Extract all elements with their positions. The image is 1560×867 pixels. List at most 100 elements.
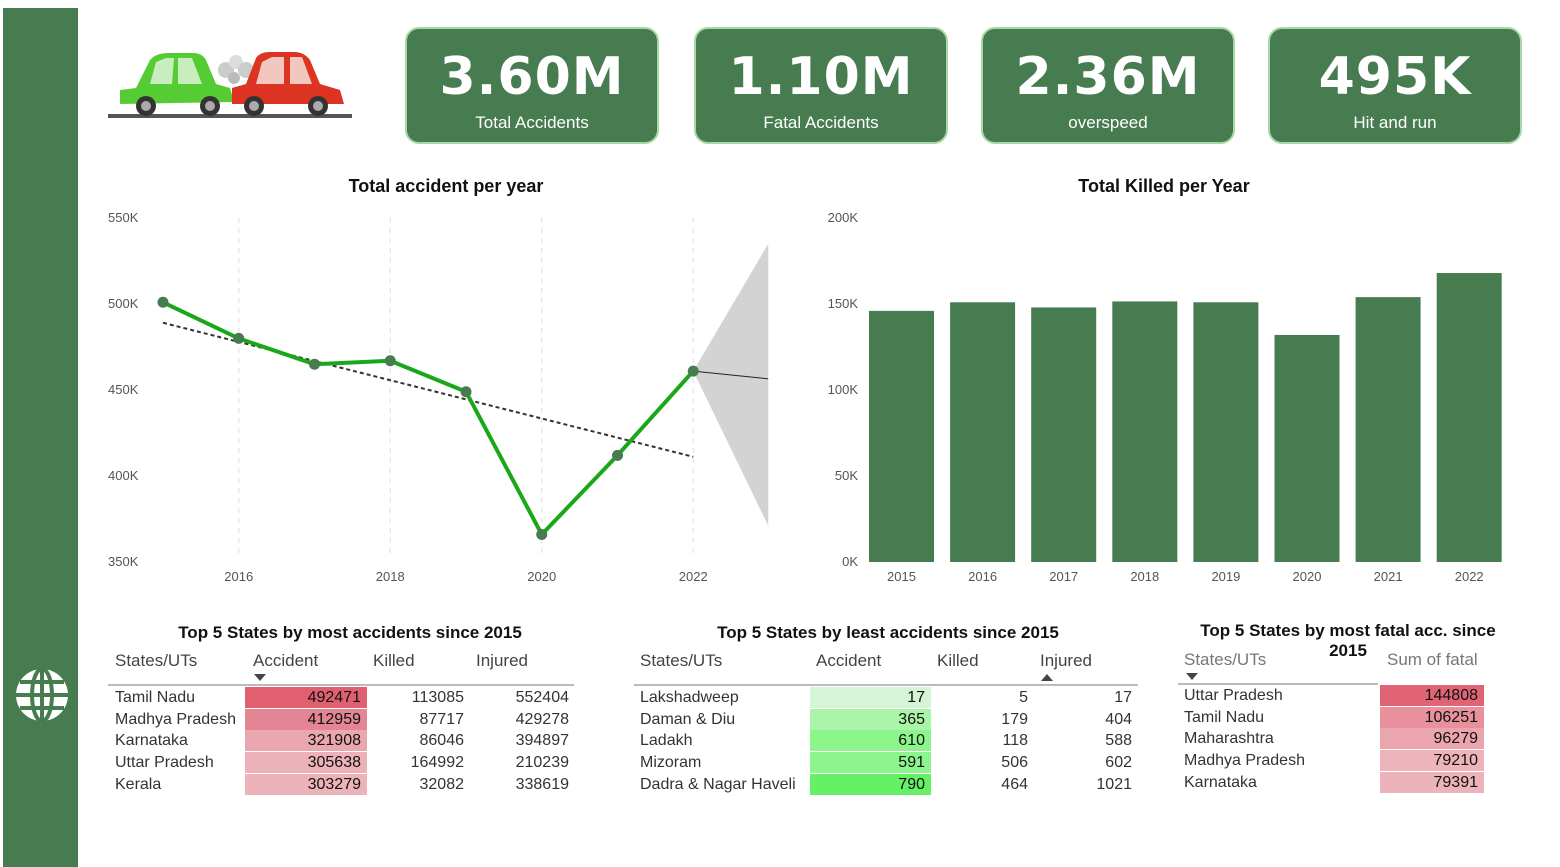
accident-value: 412959	[245, 708, 367, 730]
table-most-fatal: States/UTs Sum of fatal Uttar Pradesh 14480…	[1178, 647, 1488, 797]
data-point	[460, 386, 472, 398]
bar-2018	[1112, 301, 1178, 562]
line-chart[interactable]: 550K 500K 450K 400K 350K 2016 2018 2020 2022	[100, 200, 780, 595]
table-least-accidents: States/UTs Accident Killed Injured Lakshadwe…	[634, 648, 1138, 798]
sort-asc-icon[interactable]	[1041, 674, 1053, 681]
trendline	[162, 321, 694, 458]
state-name: Ladakh	[640, 732, 693, 750]
injured-value: 429278	[515, 710, 569, 728]
y-tick-label: 100K	[828, 382, 859, 397]
state-name: Tamil Nadu	[1184, 708, 1265, 726]
killed-value: 506	[1001, 754, 1028, 772]
killed-value: 164992	[410, 754, 464, 772]
kpi-hit-and-run: 495K Hit and run	[1268, 27, 1522, 144]
car-crash-logo	[108, 52, 352, 118]
sort-desc-icon[interactable]	[254, 674, 266, 681]
injured-value: 602	[1105, 754, 1132, 772]
injured-value: 552404	[515, 689, 569, 706]
data-point	[384, 355, 396, 367]
column-header: Killed	[373, 651, 415, 670]
bar-2016	[950, 302, 1016, 562]
x-tick-label: 2019	[1211, 569, 1240, 584]
data-point	[612, 449, 623, 461]
accident-value: 305638	[245, 752, 367, 774]
sidebar	[3, 8, 78, 867]
column-header: States/UTs	[1184, 650, 1267, 669]
bar-2015	[869, 310, 934, 562]
bar-chart-title: Total Killed per Year	[1078, 176, 1250, 196]
header-divider	[634, 684, 1138, 686]
y-tick-label: 0K	[842, 554, 858, 569]
state-name: Dadra & Nagar Haveli	[640, 775, 796, 793]
injured-value: 210239	[515, 754, 569, 772]
killed-value: 464	[1001, 775, 1028, 793]
y-tick-label: 50K	[835, 468, 858, 483]
fatal-value: 79210	[1380, 750, 1484, 772]
x-tick-label: 2016	[968, 569, 997, 584]
killed-value: 87717	[419, 710, 465, 728]
table-least-accidents-title: Top 5 States by least accidents since 20…	[717, 623, 1059, 642]
sort-desc-icon[interactable]	[1186, 673, 1198, 680]
x-tick-label: 2016	[224, 569, 253, 584]
globe-icon[interactable]	[14, 667, 70, 723]
line-chart-title: Total accident per year	[348, 176, 544, 196]
data-point	[687, 365, 699, 377]
data-point	[309, 358, 320, 370]
forecast-line	[693, 370, 769, 380]
x-tick-label: 2015	[887, 569, 916, 584]
state-name: Madhya Pradesh	[1184, 752, 1305, 770]
column-header: States/UTs	[115, 651, 198, 670]
fatal-value: 144808	[1380, 685, 1484, 706]
table-most-accidents-title: Top 5 States by most accidents since 201…	[178, 623, 522, 642]
injured-value: 1021	[1096, 775, 1132, 793]
injured-value: 404	[1105, 710, 1132, 728]
kpi-label: overspeed	[1068, 113, 1148, 132]
bar-2017	[1031, 307, 1097, 562]
injured-value: 17	[1114, 689, 1132, 706]
x-tick-label: 2022	[679, 569, 708, 584]
data-point	[157, 296, 169, 308]
y-tick-label: 200K	[828, 210, 859, 225]
kpi-value: 1.10M	[728, 47, 914, 107]
bar-2019	[1193, 302, 1259, 562]
kpi-value: 3.60M	[439, 47, 625, 107]
y-tick-label: 500K	[108, 296, 139, 311]
table-most-accidents: States/UTs Accident Killed Injured Tamil Nad…	[108, 648, 574, 798]
kpi-label: Total Accidents	[475, 113, 589, 132]
kpi-label: Fatal Accidents	[763, 113, 879, 132]
state-name: Uttar Pradesh	[115, 754, 214, 772]
bar-chart[interactable]: 200K 150K 100K 50K 0K 2015 2016 2017 2018 2019 202…	[820, 200, 1520, 595]
fatal-value: 79391	[1380, 771, 1484, 793]
accident-value: 591	[810, 752, 931, 774]
accident-value: 17	[810, 687, 931, 708]
column-header: Accident	[253, 651, 319, 670]
column-header: Killed	[937, 651, 979, 670]
column-header: States/UTs	[640, 651, 723, 670]
state-name: Lakshadweep	[640, 689, 739, 706]
kpi-fatal-accidents: 1.10M Fatal Accidents	[694, 27, 948, 144]
table-most-fatal-title: Top 5 States by most fatal acc. since 20…	[1200, 621, 1496, 660]
header-divider	[108, 684, 574, 686]
killed-value: 32082	[419, 775, 465, 793]
state-name: Daman & Diu	[640, 710, 736, 728]
x-tick-label: 2020	[527, 569, 556, 584]
column-header: Accident	[816, 651, 882, 670]
accident-value: 365	[810, 708, 931, 730]
state-name: Mizoram	[640, 754, 702, 772]
y-tick-label: 350K	[108, 554, 139, 569]
state-name: Karnataka	[115, 732, 188, 750]
header-divider	[1178, 683, 1378, 685]
data-point	[233, 332, 245, 344]
series-line	[162, 300, 695, 537]
x-tick-label: 2018	[376, 569, 405, 584]
bar-2022	[1436, 273, 1502, 562]
accident-value: 790	[810, 773, 931, 795]
forecast-cone	[693, 243, 769, 526]
x-tick-label: 2022	[1455, 569, 1484, 584]
state-name: Kerala	[115, 775, 162, 793]
state-name: Tamil Nadu	[115, 689, 196, 706]
x-tick-label: 2021	[1374, 569, 1403, 584]
column-header: Injured	[1040, 651, 1092, 670]
killed-value: 179	[1001, 710, 1028, 728]
injured-value: 338619	[515, 775, 569, 793]
